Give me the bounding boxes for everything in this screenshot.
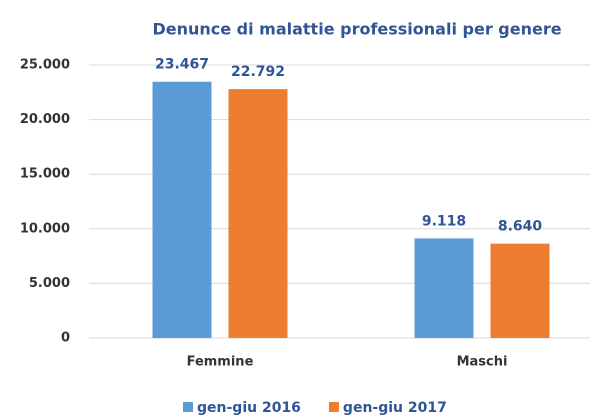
y-tick-label: 10.000 [20,221,70,236]
y-tick-label: 25.000 [20,58,70,73]
y-tick-label: 5.000 [29,276,70,291]
value-label: 23.467 [155,57,209,73]
legend-label: gen-giu 2017 [343,400,447,416]
bar [490,243,550,338]
legend-swatch [328,402,339,412]
bar [414,238,474,338]
value-label: 22.792 [231,64,285,80]
legend-swatch [183,402,193,412]
bar [152,81,212,338]
chart-title: Denunce di malattie professionali per ge… [152,20,561,39]
y-tick-label: 20.000 [20,112,70,127]
x-tick-label: Maschi [457,355,508,370]
y-tick-label: 0 [61,331,70,346]
x-tick-label: Femmine [187,355,254,370]
value-label: 9.118 [422,213,466,229]
y-tick-label: 15.000 [20,167,70,182]
bar [228,89,288,338]
legend-label: gen-giu 2016 [197,400,301,416]
value-label: 8.640 [498,219,543,235]
